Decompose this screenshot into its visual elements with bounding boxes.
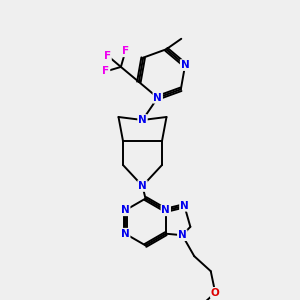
- Text: N: N: [161, 205, 170, 215]
- Text: N: N: [138, 115, 147, 125]
- Text: F: F: [122, 46, 129, 56]
- Text: N: N: [181, 60, 190, 70]
- Text: N: N: [178, 230, 187, 240]
- Text: O: O: [211, 288, 220, 298]
- Text: N: N: [121, 229, 130, 239]
- Text: N: N: [138, 181, 147, 191]
- Text: N: N: [153, 93, 162, 103]
- Text: N: N: [180, 201, 189, 211]
- Text: F: F: [102, 66, 110, 76]
- Text: F: F: [104, 50, 111, 61]
- Text: N: N: [121, 205, 130, 215]
